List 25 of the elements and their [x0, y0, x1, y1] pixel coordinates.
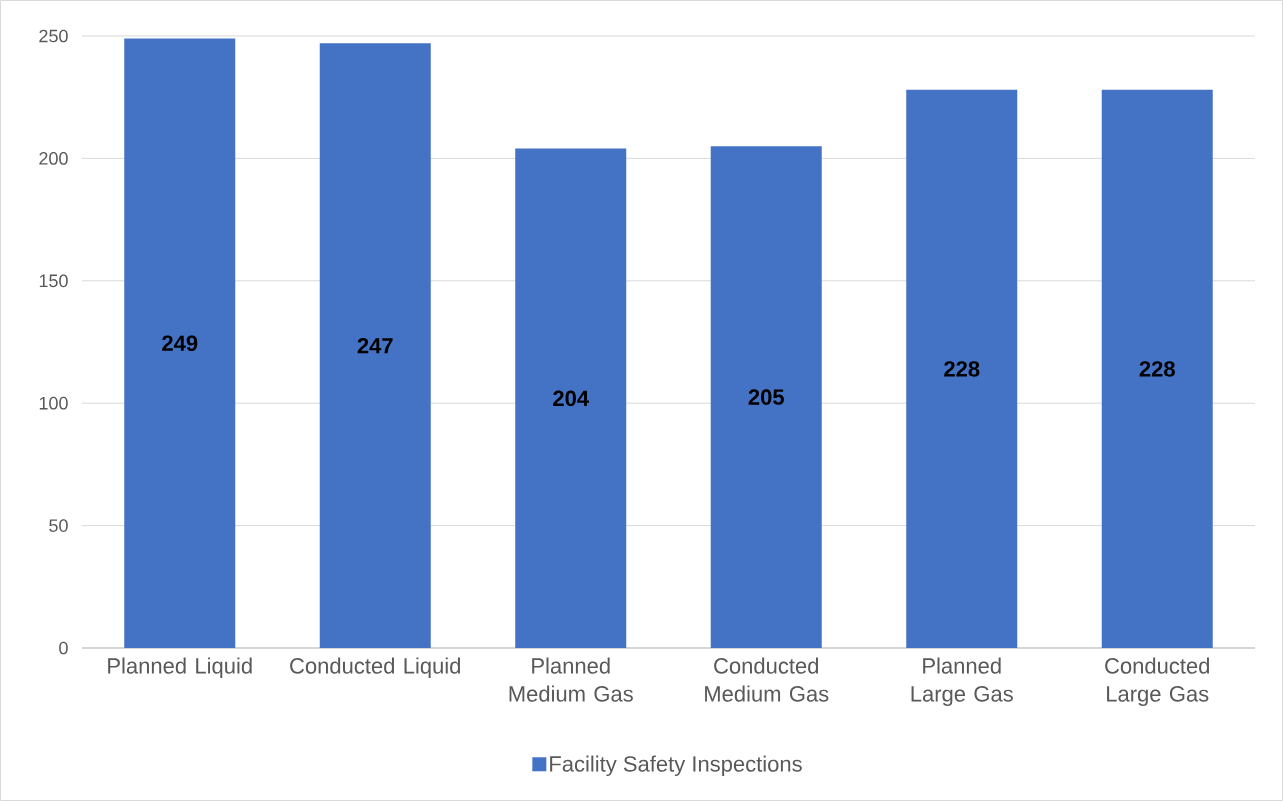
y-tick-label: 150 — [39, 274, 68, 288]
bar — [710, 146, 822, 648]
bar — [515, 148, 627, 648]
x-tick-label: Conducted Large Gas — [1105, 657, 1209, 707]
bar — [906, 89, 1018, 648]
bar — [1101, 89, 1213, 648]
data-label: 204 — [553, 390, 589, 407]
x-tick-label: Planned Medium Gas — [509, 657, 633, 702]
legend-label: Facility Safety Inspections — [550, 755, 802, 777]
data-label: 205 — [748, 389, 784, 405]
data-label: 228 — [944, 361, 980, 377]
y-tick-label: 200 — [39, 152, 68, 165]
y-tick-label: 0 — [59, 641, 68, 655]
y-tick-label: 250 — [39, 29, 68, 43]
bar — [319, 43, 431, 648]
x-tick-label: Planned Large Gas — [911, 657, 1013, 707]
x-tick-label: Conducted Medium Gas — [705, 657, 829, 702]
data-label: 228 — [1139, 361, 1175, 377]
data-label: 249 — [162, 335, 198, 352]
bar — [124, 38, 236, 648]
x-tick-label: Conducted Liquid — [290, 657, 461, 679]
data-label: 247 — [357, 337, 393, 354]
y-tick-label: 50 — [49, 519, 68, 532]
y-tick-label: 100 — [39, 396, 68, 410]
x-tick-label: Planned Liquid — [108, 657, 252, 679]
